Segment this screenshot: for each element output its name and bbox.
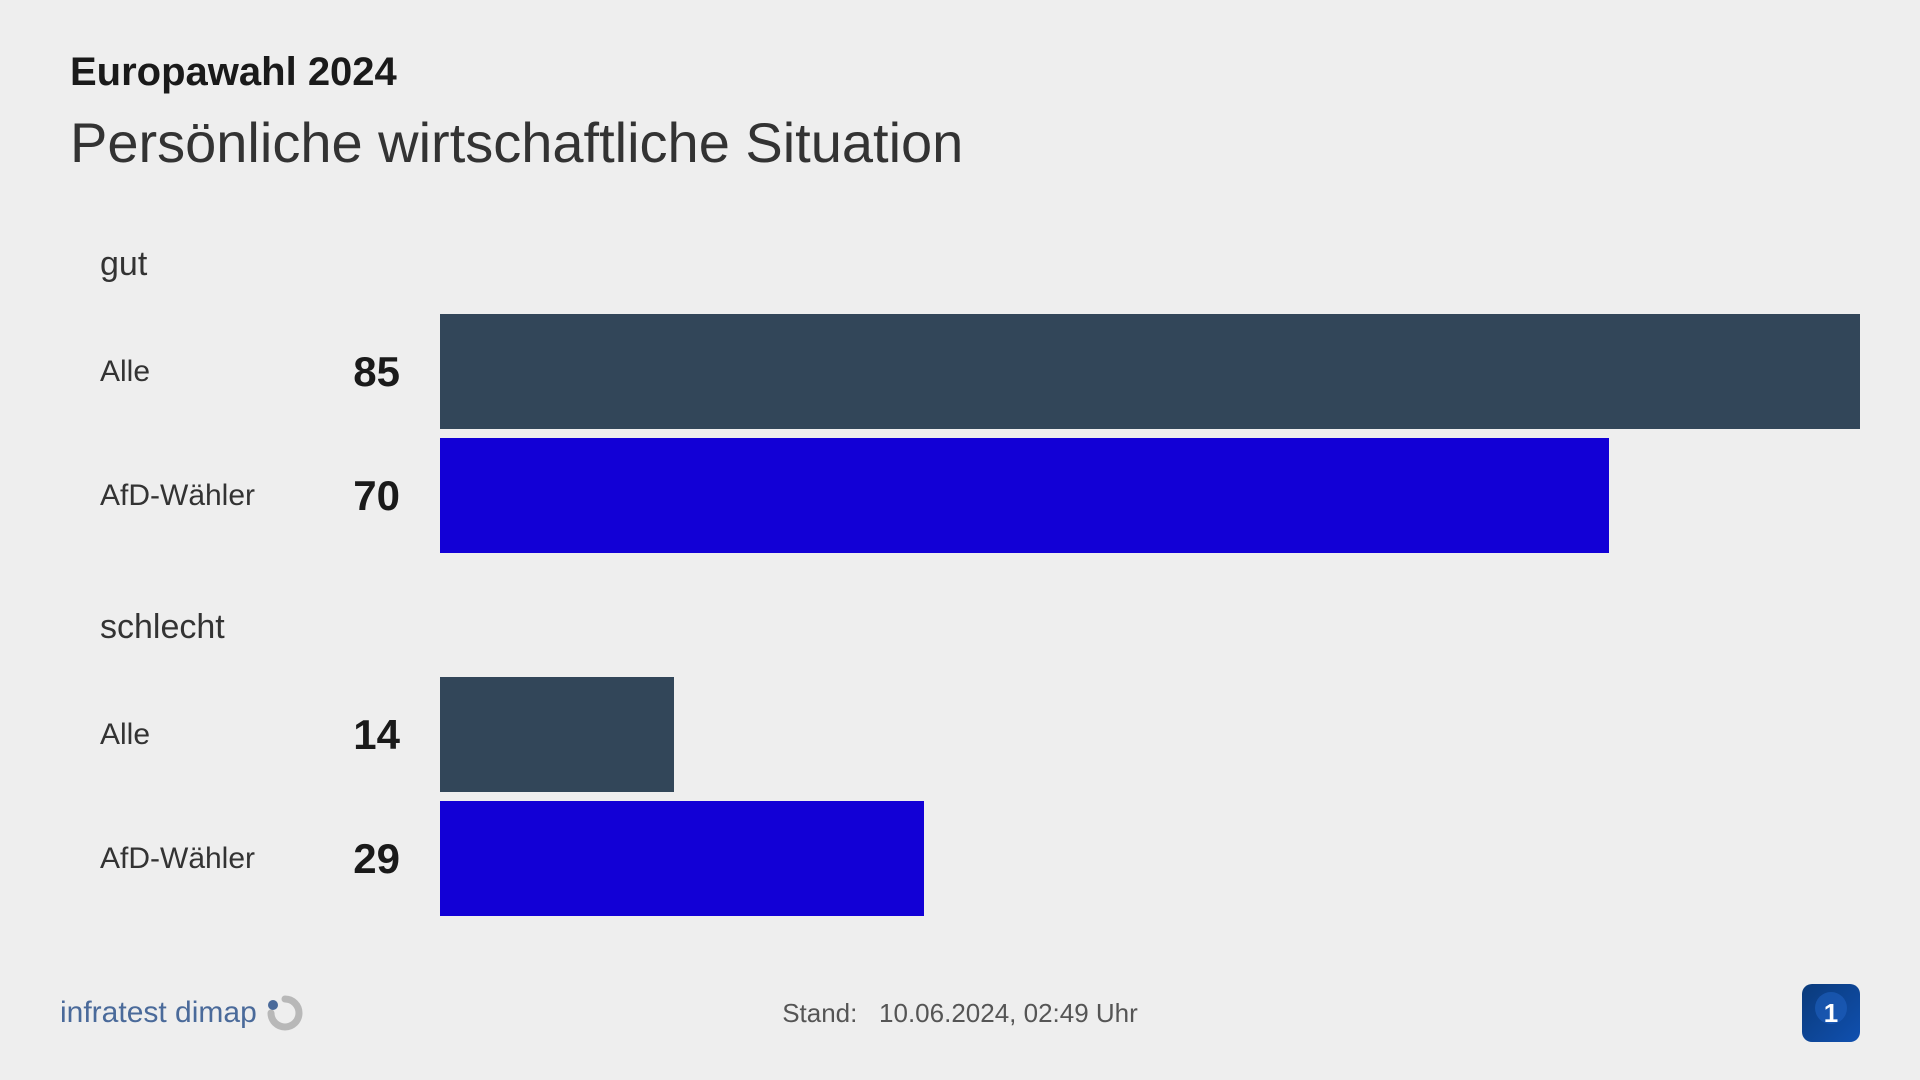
bar-row-left: AfD-Wähler70	[100, 472, 440, 520]
broadcaster-label: 1	[1824, 998, 1838, 1029]
bar	[440, 438, 1609, 553]
chart-group: gut Alle85 AfD-Wähler70	[100, 245, 1860, 553]
series-label: Alle	[100, 355, 330, 389]
group-label: schlecht	[100, 608, 1860, 647]
source-icon	[265, 995, 305, 1031]
series-label: Alle	[100, 718, 330, 752]
source-logo: infratest dimap	[60, 995, 305, 1031]
chart-title: Persönliche wirtschaftliche Situation	[70, 110, 1860, 175]
value-label: 29	[330, 835, 440, 883]
bar-track	[440, 801, 1860, 916]
chart-group: schlecht Alle14 AfD-Wähler29	[100, 608, 1860, 916]
bar	[440, 677, 674, 792]
timestamp-label: Stand:	[782, 998, 857, 1028]
bar-track	[440, 314, 1860, 429]
source-name: infratest dimap	[60, 996, 257, 1030]
bar-row: Alle85	[100, 314, 1860, 429]
timestamp: Stand: 10.06.2024, 02:49 Uhr	[782, 998, 1138, 1029]
footer: infratest dimap Stand: 10.06.2024, 02:49…	[0, 984, 1920, 1042]
bar	[440, 314, 1860, 429]
bar-row: Alle14	[100, 677, 1860, 792]
broadcaster-logo: 1	[1802, 984, 1860, 1042]
series-label: AfD-Wähler	[100, 842, 330, 876]
bar-row-left: AfD-Wähler29	[100, 835, 440, 883]
chart-overline: Europawahl 2024	[70, 50, 1860, 95]
bar-row: AfD-Wähler29	[100, 801, 1860, 916]
bar-row-left: Alle14	[100, 711, 440, 759]
value-label: 70	[330, 472, 440, 520]
chart-area: gutAlle85AfD-Wähler70schlechtAlle14AfD-W…	[70, 245, 1860, 916]
bar-track	[440, 438, 1860, 553]
value-label: 14	[330, 711, 440, 759]
bar-track	[440, 677, 1860, 792]
group-label: gut	[100, 245, 1860, 284]
value-label: 85	[330, 348, 440, 396]
timestamp-value: 10.06.2024, 02:49 Uhr	[879, 998, 1138, 1028]
bar	[440, 801, 924, 916]
bar-row-left: Alle85	[100, 348, 440, 396]
series-label: AfD-Wähler	[100, 479, 330, 513]
bar-row: AfD-Wähler70	[100, 438, 1860, 553]
